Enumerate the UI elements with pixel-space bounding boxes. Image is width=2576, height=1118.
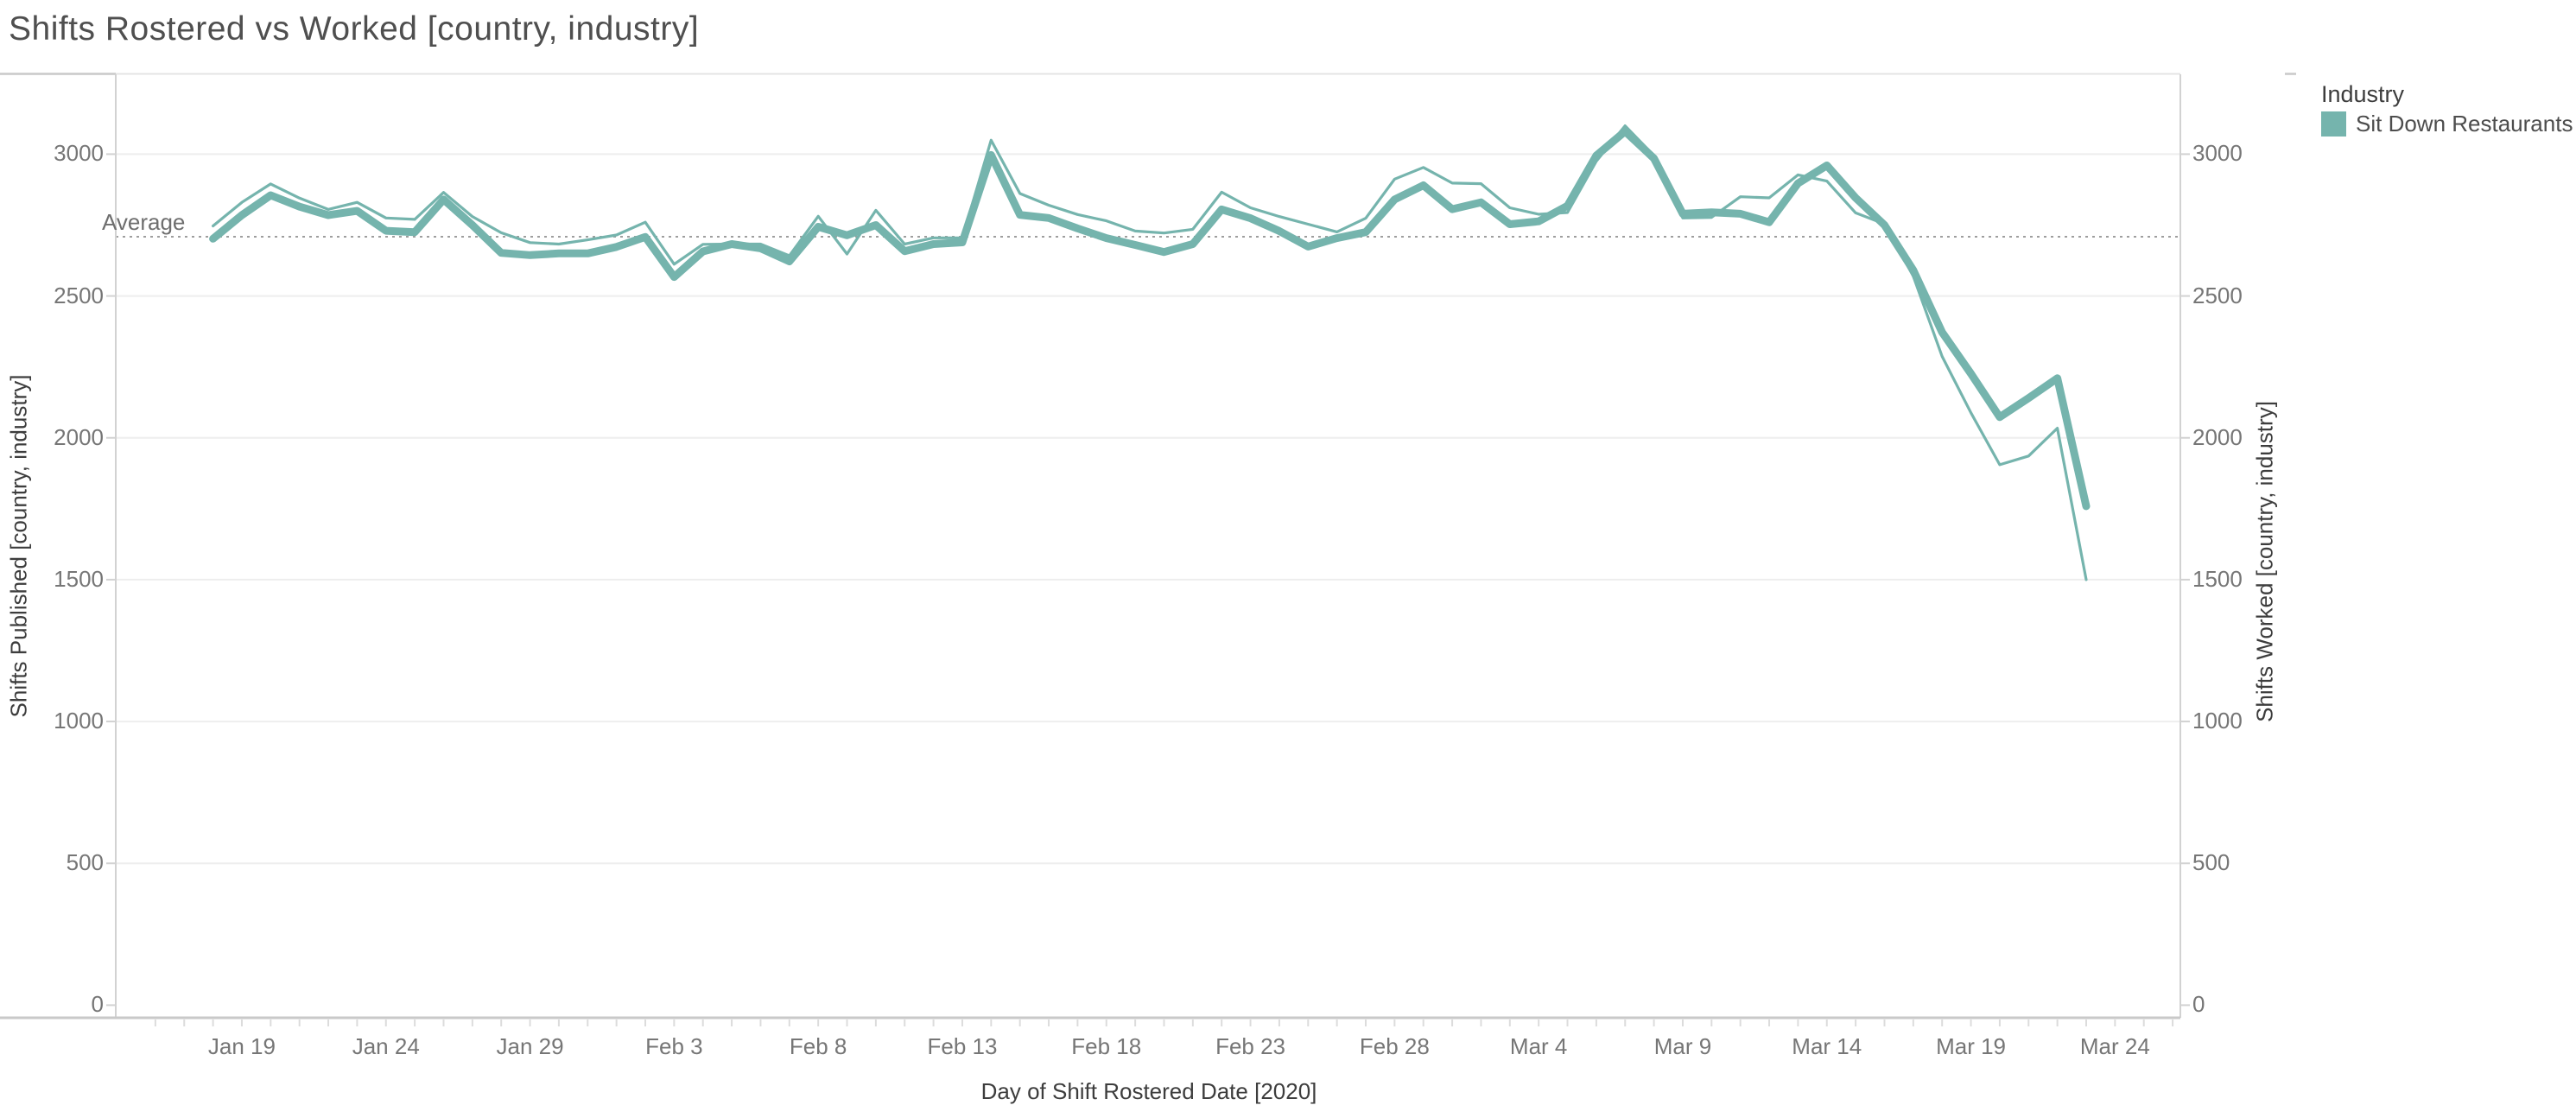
series-line-thick[interactable] xyxy=(209,127,2091,511)
x-axis-tick-label: Jan 29 xyxy=(496,1033,564,1059)
legend-title: Industry xyxy=(2321,81,2405,107)
y-axis-right-tick-label: 2000 xyxy=(2192,423,2243,450)
y-axis-left-tick-label: 2000 xyxy=(54,423,104,450)
series-line-thin[interactable] xyxy=(212,124,2088,581)
y-axis-left-tick-label: 500 xyxy=(66,849,104,876)
x-axis-tick-label: Jan 24 xyxy=(352,1033,420,1059)
legend-item[interactable]: Sit Down Restaurants xyxy=(2321,111,2573,137)
y-axis-right-tick-label: 3000 xyxy=(2192,140,2243,167)
x-axis-tick-label: Feb 23 xyxy=(1215,1033,1286,1059)
x-axis-tick-label: Feb 28 xyxy=(1359,1033,1430,1059)
x-axis-tick-label: Mar 19 xyxy=(1936,1033,2007,1059)
y-axis-left-tick-label: 2500 xyxy=(54,282,104,308)
x-axis-title: Day of Shift Rostered Date [2020] xyxy=(980,1078,1317,1104)
y-axis-left-tick-label: 0 xyxy=(91,991,104,1018)
average-line-label: Average xyxy=(102,209,186,235)
y-axis-right-tick-label: 0 xyxy=(2192,991,2205,1018)
legend-color-swatch-icon xyxy=(2321,111,2346,137)
x-axis-tick-label: Feb 8 xyxy=(789,1033,847,1059)
y-axis-right-tick-label: 1000 xyxy=(2192,708,2243,734)
y-axis-left-tick-label: 3000 xyxy=(54,140,104,167)
y-axis-right-tick-label: 1500 xyxy=(2192,565,2243,592)
x-axis-tick-label: Mar 9 xyxy=(1653,1033,1712,1059)
x-axis-tick-label: Mar 14 xyxy=(1792,1033,1862,1059)
y-axis-right-tick-label: 2500 xyxy=(2192,282,2243,308)
y-axis-left-tick-label: 1500 xyxy=(54,565,104,592)
legend-item-label: Sit Down Restaurants xyxy=(2356,111,2573,137)
page-title: Shifts Rostered vs Worked [country, indu… xyxy=(9,10,700,48)
x-axis-tick-label: Mar 24 xyxy=(2079,1033,2150,1059)
x-axis-tick-label: Jan 19 xyxy=(207,1033,276,1059)
x-axis-tick-label: Feb 18 xyxy=(1071,1033,1142,1059)
y-axis-left-tick-label: 1000 xyxy=(54,708,104,734)
x-axis-tick-label: Mar 4 xyxy=(1509,1033,1568,1059)
y-axis-right-tick-label: 500 xyxy=(2192,849,2230,876)
x-axis-tick-label: Feb 13 xyxy=(927,1033,998,1059)
y-axis-left-title: Shifts Published [country, industry] xyxy=(5,374,32,718)
y-axis-right-title: Shifts Worked [country, industry] xyxy=(2251,401,2278,722)
x-axis-tick-label: Feb 3 xyxy=(645,1033,703,1059)
